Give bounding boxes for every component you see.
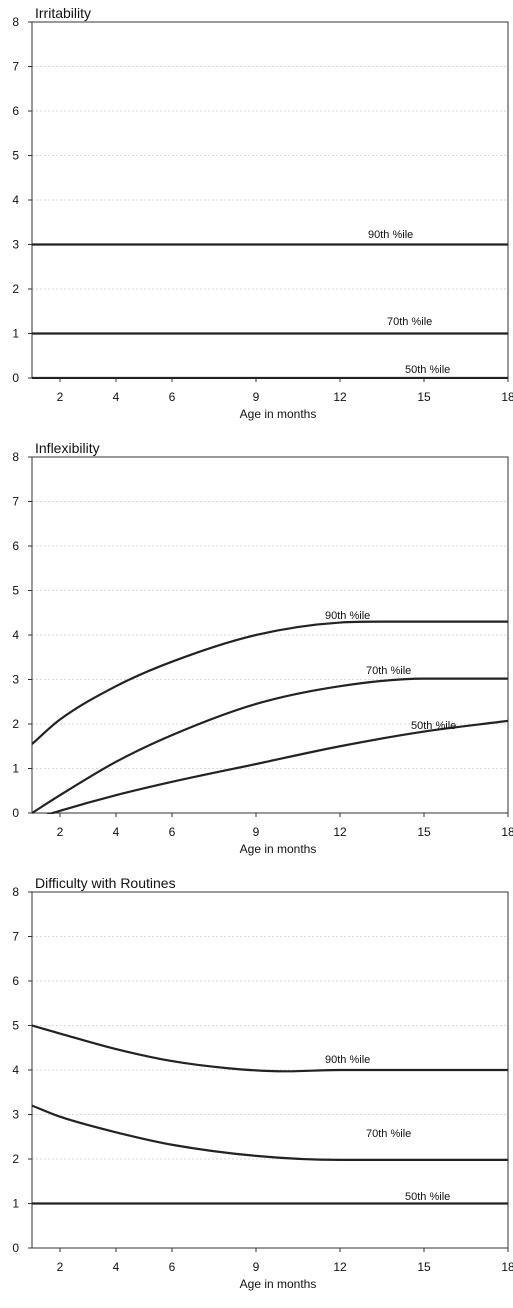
x-tick-label: 18 (501, 825, 513, 839)
x-tick-label: 12 (333, 825, 347, 839)
y-tick-label: 8 (12, 15, 19, 29)
x-tick-label: 4 (113, 825, 120, 839)
chart-title: Difficulty with Routines (35, 875, 176, 891)
y-tick-label: 5 (12, 1019, 19, 1033)
x-tick-label: 6 (169, 825, 176, 839)
series-label: 70th %ile (366, 665, 411, 677)
y-tick-label: 6 (12, 104, 19, 118)
series-line-70thile (32, 677, 508, 814)
series-label: 90th %ile (325, 1054, 370, 1066)
x-axis-label: Age in months (240, 1277, 317, 1291)
y-tick-label: 3 (12, 238, 19, 252)
x-tick-label: 15 (417, 1260, 431, 1274)
y-tick-label: 1 (12, 762, 19, 776)
series-label: 70th %ile (387, 316, 432, 328)
x-tick-label: 6 (169, 1260, 176, 1274)
x-tick-label: 2 (57, 390, 64, 404)
x-tick-label: 4 (113, 1260, 120, 1274)
y-tick-label: 5 (12, 149, 19, 163)
x-tick-label: 2 (57, 1260, 64, 1274)
y-tick-label: 6 (12, 974, 19, 988)
y-tick-label: 8 (12, 885, 19, 899)
y-tick-label: 3 (12, 1108, 19, 1122)
series-label: 50th %ile (405, 1191, 450, 1203)
y-tick-label: 8 (12, 450, 19, 464)
x-tick-label: 6 (169, 390, 176, 404)
y-tick-label: 3 (12, 673, 19, 687)
y-tick-label: 0 (12, 1241, 19, 1255)
x-tick-label: 18 (501, 390, 513, 404)
series-label: 70th %ile (366, 1128, 411, 1140)
series-label: 50th %ile (411, 720, 456, 732)
series-line-50thile (46, 719, 508, 814)
y-tick-label: 2 (12, 717, 19, 731)
y-tick-label: 5 (12, 584, 19, 598)
series-line-90thile (32, 1024, 508, 1073)
x-tick-label: 9 (253, 1260, 260, 1274)
x-tick-label: 15 (417, 390, 431, 404)
y-tick-label: 4 (12, 193, 19, 207)
y-tick-label: 7 (12, 495, 19, 509)
y-tick-label: 7 (12, 60, 19, 74)
y-tick-label: 0 (12, 806, 19, 820)
x-tick-label: 9 (253, 825, 260, 839)
x-tick-label: 18 (501, 1260, 513, 1274)
series-line-70thile (32, 1104, 508, 1161)
y-tick-label: 6 (12, 539, 19, 553)
series-line-90thile (32, 620, 508, 745)
y-tick-label: 1 (12, 327, 19, 341)
y-tick-label: 1 (12, 1197, 19, 1211)
x-tick-label: 15 (417, 825, 431, 839)
x-tick-label: 12 (333, 1260, 347, 1274)
chart-title: Inflexibility (35, 440, 100, 456)
y-tick-label: 7 (12, 930, 19, 944)
series-label: 90th %ile (325, 610, 370, 622)
y-tick-label: 2 (12, 282, 19, 296)
series-label: 50th %ile (405, 364, 450, 376)
plot-frame (31, 456, 509, 814)
x-tick-label: 9 (253, 390, 260, 404)
y-tick-label: 0 (12, 371, 19, 385)
x-axis-label: Age in months (240, 842, 317, 856)
y-tick-label: 4 (12, 1063, 19, 1077)
y-tick-label: 4 (12, 628, 19, 642)
x-tick-label: 4 (113, 390, 120, 404)
x-axis-label: Age in months (240, 407, 317, 421)
x-tick-label: 12 (333, 390, 347, 404)
chart-title: Irritability (35, 5, 91, 21)
series-label: 90th %ile (368, 229, 413, 241)
x-tick-label: 2 (57, 825, 64, 839)
y-tick-label: 2 (12, 1152, 19, 1166)
